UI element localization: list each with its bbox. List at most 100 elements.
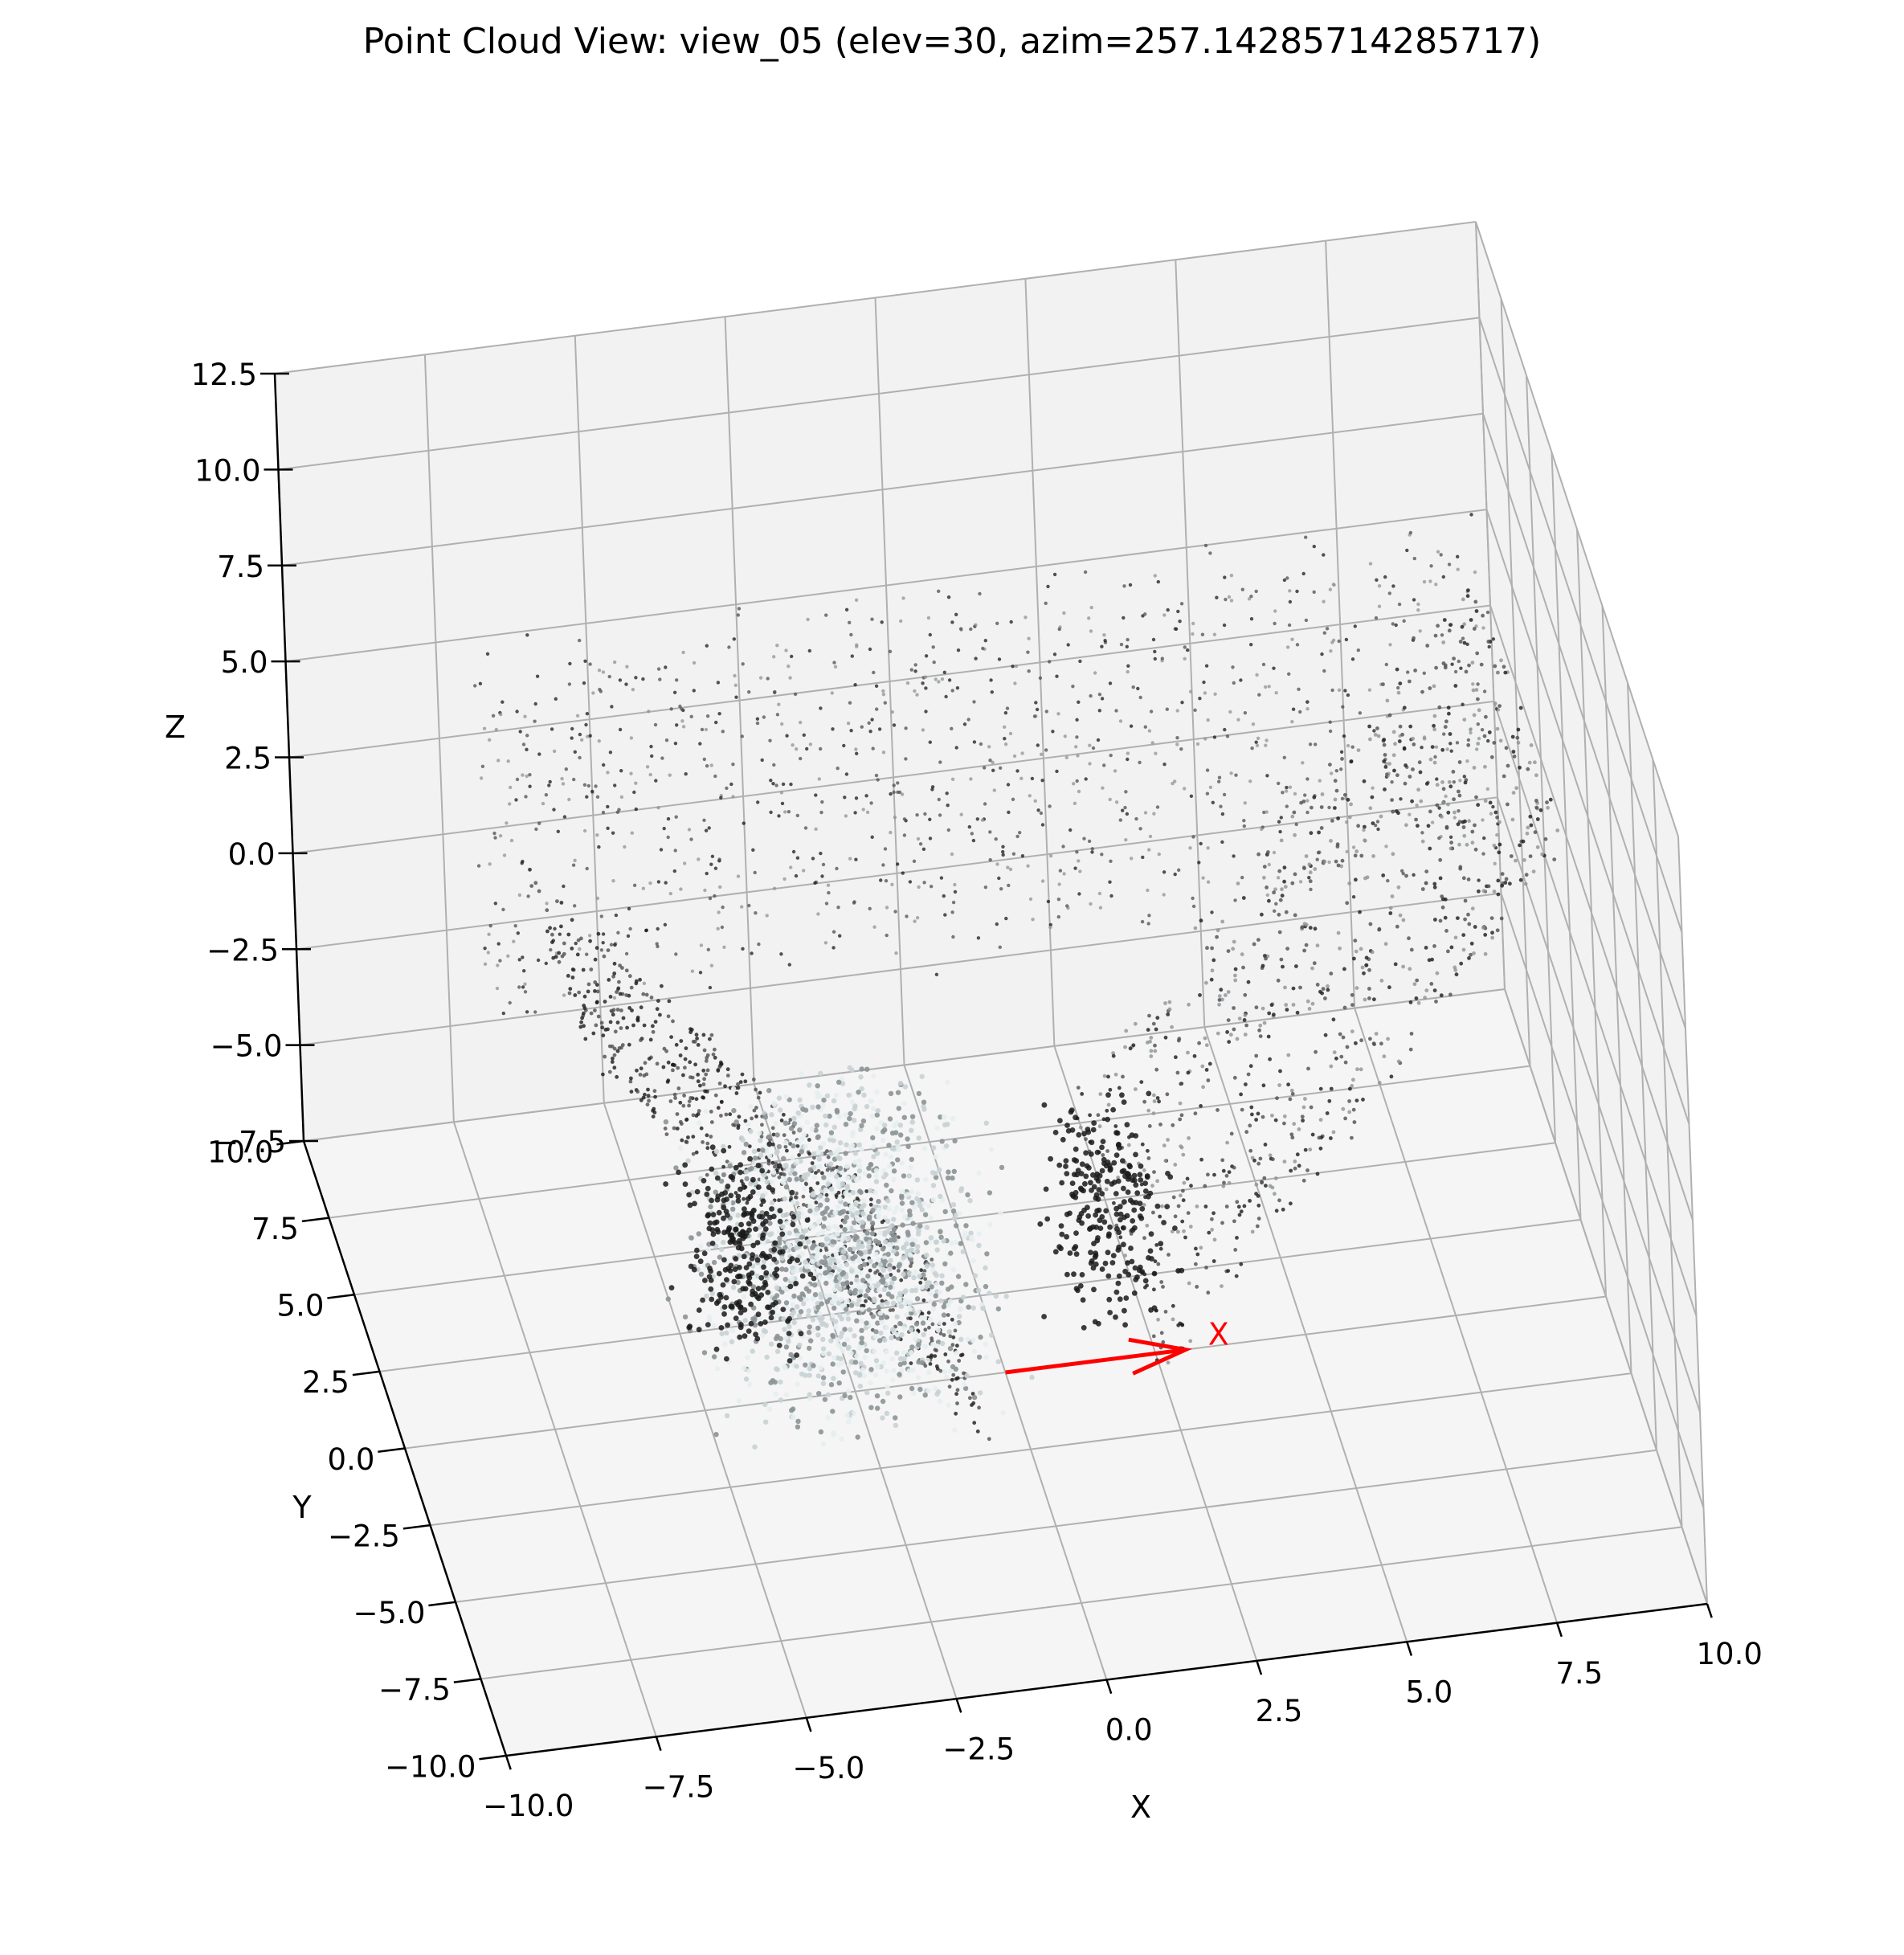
cloud-point [1340, 757, 1344, 761]
cloud-point [732, 1240, 738, 1246]
cloud-point [1447, 779, 1452, 784]
cloud-point [1416, 602, 1420, 607]
cloud-point [1285, 576, 1289, 580]
cloud-point [886, 1242, 892, 1248]
cloud-point [794, 1195, 799, 1200]
cloud-point [697, 1258, 704, 1265]
cloud-point [1176, 609, 1180, 614]
cloud-point [852, 1201, 859, 1208]
cloud-point [930, 1196, 937, 1203]
cloud-point [844, 1184, 851, 1189]
cloud-point [730, 1206, 736, 1213]
cloud-point [1140, 919, 1145, 924]
cloud-point [741, 1254, 747, 1260]
cloud-point [683, 861, 687, 865]
cloud-point [1452, 656, 1456, 661]
cloud-point [899, 1200, 905, 1206]
cloud-point [634, 781, 638, 785]
cloud-point [1458, 779, 1462, 783]
cloud-point [1285, 1008, 1289, 1012]
cloud-point [1197, 861, 1201, 865]
cloud-point [577, 990, 582, 995]
cloud-point [1459, 961, 1464, 966]
cloud-point [668, 891, 672, 896]
cloud-point [486, 951, 490, 955]
cloud-point [955, 1388, 960, 1393]
cloud-point [1428, 809, 1432, 814]
cloud-point [1148, 834, 1153, 839]
cloud-point [820, 1441, 827, 1447]
cloud-point [713, 1093, 718, 1098]
cloud-point [938, 1368, 943, 1373]
cloud-point [696, 1043, 701, 1047]
cloud-point [870, 617, 874, 621]
cloud-point [668, 1099, 673, 1103]
cloud-point [1229, 1131, 1234, 1136]
cloud-point [1293, 791, 1297, 796]
cloud-point [1193, 926, 1198, 930]
cloud-point [962, 1371, 966, 1376]
cloud-point [817, 1093, 823, 1099]
cloud-point [1440, 815, 1444, 819]
cloud-point [1091, 1120, 1097, 1126]
cloud-point [496, 963, 500, 967]
cloud-point [1188, 846, 1192, 850]
cloud-point [823, 941, 828, 945]
cloud-point [753, 870, 757, 875]
cloud-point [630, 1008, 634, 1012]
cloud-point [814, 793, 818, 797]
cloud-point [653, 1094, 657, 1099]
cloud-point [926, 1369, 932, 1376]
cloud-point [852, 1229, 857, 1234]
cloud-point [1153, 656, 1158, 661]
cloud-point [1211, 800, 1216, 804]
cloud-point [1481, 626, 1485, 630]
cloud-point [735, 1193, 742, 1200]
cloud-point [703, 888, 707, 893]
cloud-point [1083, 1173, 1089, 1180]
cloud-point [819, 1259, 825, 1265]
cloud-point [619, 1026, 623, 1030]
cloud-point [1499, 658, 1503, 663]
cloud-point [1404, 823, 1408, 828]
cloud-point [811, 857, 815, 861]
cloud-point [1289, 1168, 1293, 1173]
cloud-point [901, 596, 905, 600]
cloud-point [717, 1082, 722, 1086]
cloud-point [1226, 990, 1231, 994]
cloud-point [868, 730, 872, 734]
cloud-point [972, 700, 976, 704]
cloud-point [1350, 992, 1354, 997]
cloud-point [955, 1344, 959, 1348]
cloud-point [1249, 643, 1253, 647]
cloud-point [1304, 618, 1309, 623]
z-tick-label: 7.5 [217, 550, 264, 584]
cloud-point [487, 932, 491, 937]
cloud-point [892, 783, 896, 787]
cloud-point [1443, 725, 1448, 729]
cloud-point [1291, 707, 1296, 711]
cloud-point [869, 1114, 875, 1119]
cloud-point [897, 1320, 903, 1327]
cloud-point [1336, 816, 1340, 820]
cloud-point [1466, 742, 1471, 747]
cloud-point [1364, 963, 1369, 967]
cloud-point [1282, 1121, 1286, 1126]
cloud-point [823, 1187, 829, 1193]
cloud-point [1398, 724, 1403, 729]
cloud-point [1453, 669, 1458, 674]
cloud-point [1071, 685, 1075, 689]
cloud-point [1338, 946, 1342, 951]
cloud-point [674, 815, 678, 819]
cloud-point [558, 932, 562, 936]
cloud-point [1125, 644, 1130, 648]
cloud-point [1058, 1223, 1064, 1229]
cloud-point [1191, 632, 1195, 636]
cloud-point [802, 1202, 806, 1207]
cloud-point [1424, 946, 1428, 950]
cloud-point [1370, 795, 1375, 800]
cloud-point [1260, 912, 1264, 917]
cloud-point [1113, 1314, 1118, 1320]
cloud-point [751, 848, 755, 853]
cloud-point [1298, 985, 1302, 990]
